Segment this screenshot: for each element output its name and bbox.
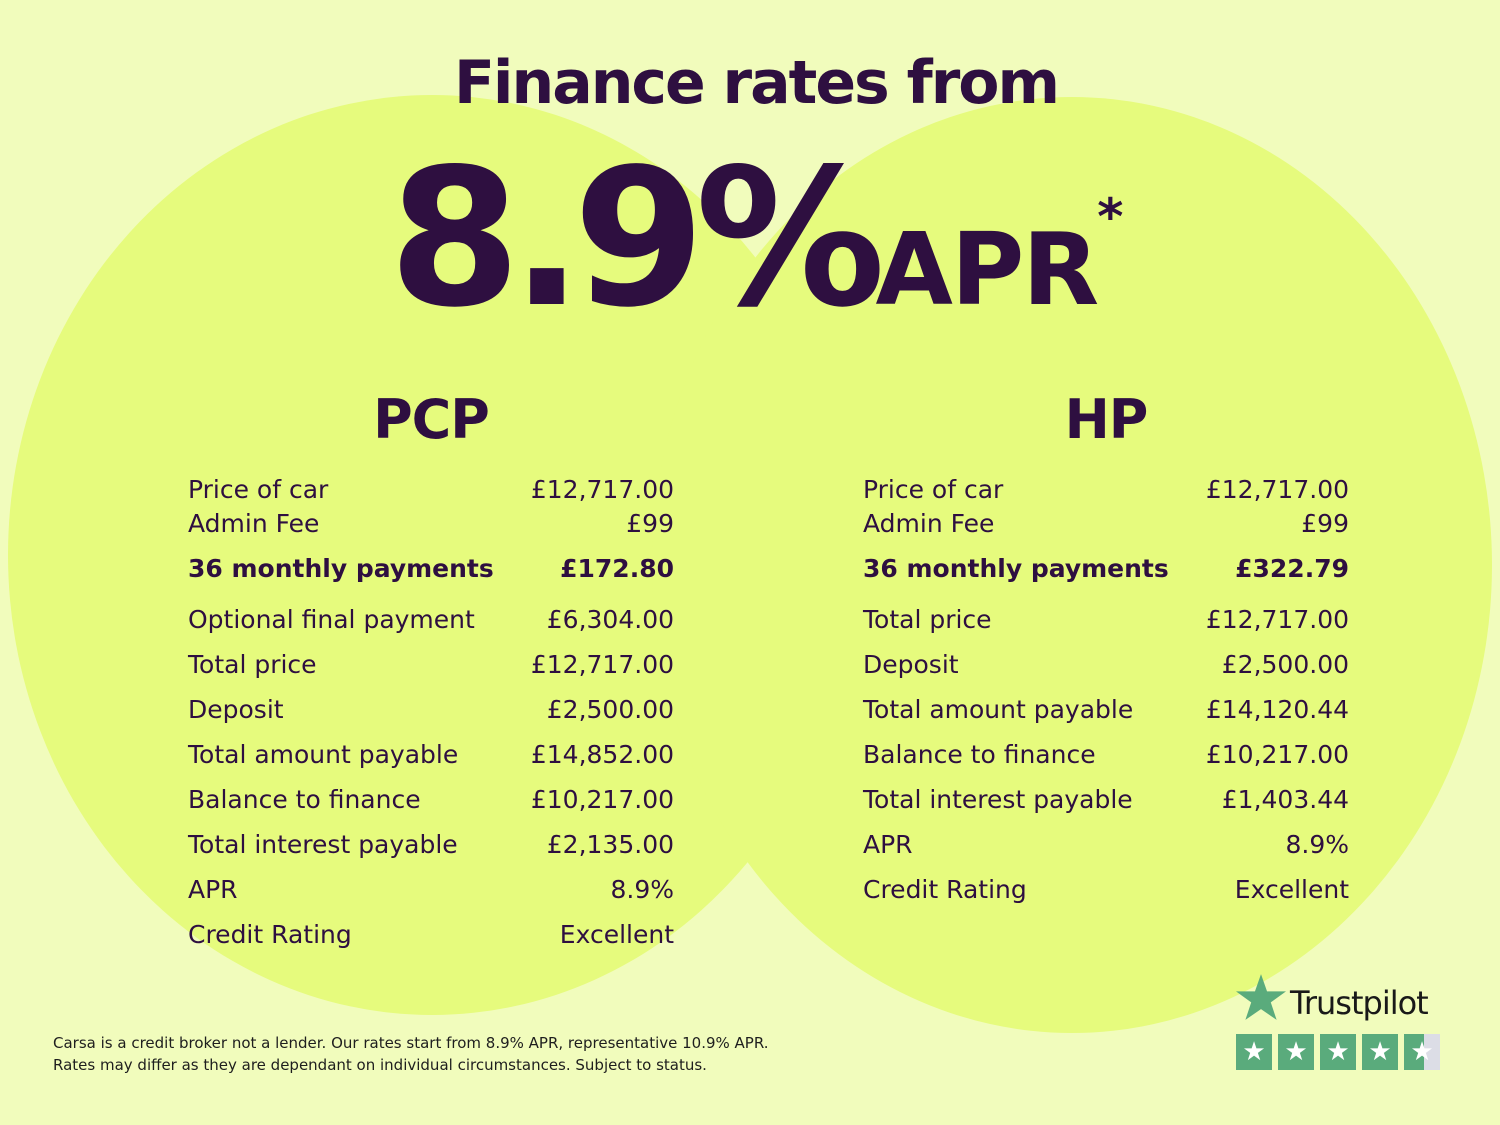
row-label: Admin Fee xyxy=(863,509,995,538)
trustpilot-star-icon xyxy=(1236,974,1286,1020)
star-icon: ★ xyxy=(1320,1034,1356,1070)
table-row: Optional final payment £6,304.00 xyxy=(188,597,674,642)
table-row: Deposit £2,500.00 xyxy=(188,687,674,732)
row-value: £10,217.00 xyxy=(530,785,674,814)
row-label: APR xyxy=(863,830,913,859)
footnote: Carsa is a credit broker not a lender. O… xyxy=(53,1032,769,1076)
table-row: Total price £12,717.00 xyxy=(863,597,1349,642)
left-circle xyxy=(8,95,856,1015)
table-row: Balance to finance £10,217.00 xyxy=(188,777,674,822)
table-row: Price of car £12,717.00 xyxy=(863,473,1349,507)
table-row: Price of car £12,717.00 xyxy=(188,473,674,507)
row-label: Total amount payable xyxy=(863,695,1134,724)
row-value: £12,717.00 xyxy=(530,475,674,504)
row-label: Total price xyxy=(863,605,992,634)
star-icon: ★ xyxy=(1278,1034,1314,1070)
table-row: 36 monthly payments £322.79 xyxy=(863,541,1349,597)
footnote-line-1: Carsa is a credit broker not a lender. O… xyxy=(53,1034,769,1052)
table-row: Credit Rating Excellent xyxy=(188,912,674,957)
table-row: Admin Fee £99 xyxy=(188,507,674,541)
pcp-table: PCP Price of car £12,717.00 Admin Fee £99 36… xyxy=(188,388,674,957)
row-value: £14,120.44 xyxy=(1205,695,1349,724)
row-label: Balance to finance xyxy=(863,740,1096,769)
row-label: Total amount payable xyxy=(188,740,459,769)
row-value: £2,500.00 xyxy=(546,695,674,724)
asterisk: * xyxy=(1097,188,1124,246)
row-label: Credit Rating xyxy=(863,875,1027,904)
table-row: Total amount payable £14,852.00 xyxy=(188,732,674,777)
row-value: £2,135.00 xyxy=(546,830,674,859)
right-circle xyxy=(652,97,1492,1033)
pcp-title: PCP xyxy=(373,388,490,451)
row-value: £12,717.00 xyxy=(1205,475,1349,504)
row-value: 8.9% xyxy=(1285,830,1349,859)
table-row: Total interest payable £1,403.44 xyxy=(863,777,1349,822)
rate-suffix: APR xyxy=(875,211,1100,328)
row-label: Credit Rating xyxy=(188,920,352,949)
rate-value: 8.9% xyxy=(388,128,886,349)
row-value: Excellent xyxy=(1234,875,1349,904)
row-value: £2,500.00 xyxy=(1221,650,1349,679)
table-row: Admin Fee £99 xyxy=(863,507,1349,541)
table-row: APR 8.9% xyxy=(863,822,1349,867)
row-label: Total price xyxy=(188,650,317,679)
row-value: £99 xyxy=(1301,509,1349,538)
row-label: Admin Fee xyxy=(188,509,320,538)
table-row: Balance to finance £10,217.00 xyxy=(863,732,1349,777)
half-star-icon: ★ xyxy=(1404,1034,1440,1070)
row-value: £99 xyxy=(626,509,674,538)
hp-table: HP Price of car £12,717.00 Admin Fee £99 36 … xyxy=(863,388,1349,912)
table-row: APR 8.9% xyxy=(188,867,674,912)
row-label: Deposit xyxy=(863,650,959,679)
row-label: Total interest payable xyxy=(863,785,1133,814)
hp-title: HP xyxy=(1064,388,1149,451)
headline-rate: 8.9%APR* xyxy=(0,128,1500,349)
trustpilot-badge[interactable]: Trustpilot ★ ★ ★ ★ ★ xyxy=(1236,972,1440,1070)
table-row: Deposit £2,500.00 xyxy=(863,642,1349,687)
star-icon: ★ xyxy=(1362,1034,1398,1070)
row-label: Price of car xyxy=(863,475,1004,504)
row-label: APR xyxy=(188,875,238,904)
row-label: Price of car xyxy=(188,475,329,504)
row-label: 36 monthly payments xyxy=(188,554,494,583)
footnote-line-2: Rates may differ as they are dependant o… xyxy=(53,1056,707,1074)
table-row: Total amount payable £14,120.44 xyxy=(863,687,1349,732)
row-label: 36 monthly payments xyxy=(863,554,1169,583)
row-value: £322.79 xyxy=(1235,554,1349,583)
trustpilot-name: Trustpilot xyxy=(1290,984,1429,1022)
table-row: 36 monthly payments £172.80 xyxy=(188,541,674,597)
row-value: Excellent xyxy=(559,920,674,949)
headline-title: Finance rates from xyxy=(453,48,1060,118)
table-row: Total price £12,717.00 xyxy=(188,642,674,687)
row-value: £6,304.00 xyxy=(546,605,674,634)
row-label: Deposit xyxy=(188,695,284,724)
star-icon: ★ xyxy=(1236,1034,1272,1070)
row-value: £1,403.44 xyxy=(1221,785,1349,814)
row-label: Balance to finance xyxy=(188,785,421,814)
row-value: £14,852.00 xyxy=(530,740,674,769)
row-value: £12,717.00 xyxy=(1205,605,1349,634)
table-row: Credit Rating Excellent xyxy=(863,867,1349,912)
table-row: Total interest payable £2,135.00 xyxy=(188,822,674,867)
row-value: 8.9% xyxy=(610,875,674,904)
row-value: £172.80 xyxy=(560,554,674,583)
row-label: Total interest payable xyxy=(188,830,458,859)
row-value: £12,717.00 xyxy=(530,650,674,679)
row-value: £10,217.00 xyxy=(1205,740,1349,769)
trustpilot-rating: ★ ★ ★ ★ ★ xyxy=(1236,1034,1440,1070)
row-label: Optional final payment xyxy=(188,605,475,634)
